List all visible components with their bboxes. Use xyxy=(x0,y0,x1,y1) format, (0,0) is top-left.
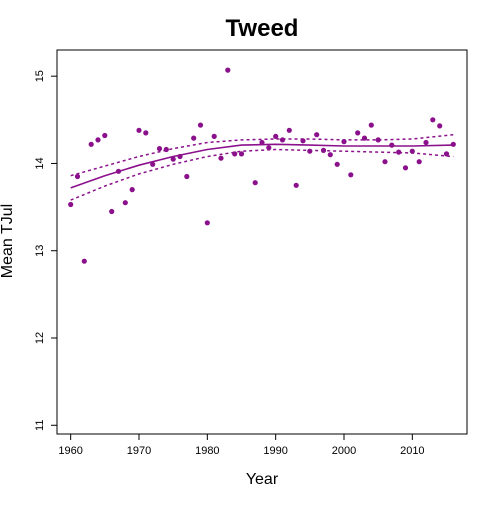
data-point xyxy=(197,122,204,128)
data-point xyxy=(81,258,87,264)
data-point xyxy=(361,135,368,141)
data-point xyxy=(314,132,320,138)
y-axis-label: Mean TJul xyxy=(0,204,16,278)
data-points xyxy=(68,67,456,264)
data-point xyxy=(170,156,176,162)
x-tick-label: 2010 xyxy=(400,445,424,457)
fit-lines xyxy=(70,133,454,201)
data-point xyxy=(74,173,81,180)
x-tick-label: 1990 xyxy=(263,445,287,457)
data-point xyxy=(402,165,409,171)
data-point xyxy=(450,141,456,147)
data-point xyxy=(389,142,395,148)
data-point xyxy=(293,182,299,188)
data-point xyxy=(409,148,415,154)
data-point xyxy=(382,159,388,165)
data-point xyxy=(95,137,101,143)
data-point xyxy=(218,155,224,161)
x-tick-label: 2000 xyxy=(332,445,356,457)
data-point xyxy=(279,137,286,143)
y-tick-label: 13 xyxy=(34,245,46,257)
data-point xyxy=(211,133,217,139)
data-point xyxy=(115,168,122,174)
data-point xyxy=(443,151,450,157)
y-tick-label: 15 xyxy=(34,70,46,82)
data-point xyxy=(122,200,128,206)
chart-title: Tweed xyxy=(226,15,299,42)
data-point xyxy=(88,141,94,147)
data-point xyxy=(334,161,340,167)
data-point xyxy=(177,153,183,160)
data-point xyxy=(252,180,258,186)
data-point xyxy=(143,130,149,136)
data-point xyxy=(259,139,265,146)
fit-line xyxy=(70,143,454,189)
data-point xyxy=(437,123,443,129)
data-point xyxy=(184,173,190,180)
x-tick-label: 1970 xyxy=(127,445,151,457)
y-tick-label: 12 xyxy=(34,332,46,344)
data-point xyxy=(129,187,135,193)
data-point xyxy=(423,139,429,146)
data-point xyxy=(430,117,436,123)
data-point xyxy=(238,151,245,157)
data-point xyxy=(320,147,327,153)
data-point xyxy=(232,151,238,157)
x-tick-label: 1980 xyxy=(195,445,219,457)
x-tick-label: 1960 xyxy=(58,445,82,457)
data-point xyxy=(225,67,231,73)
data-point xyxy=(307,148,313,154)
data-point xyxy=(355,130,361,136)
data-point xyxy=(156,146,163,152)
plot-frame xyxy=(56,49,468,435)
data-point xyxy=(150,161,156,167)
data-point xyxy=(327,152,333,158)
data-point xyxy=(368,122,374,128)
data-point xyxy=(396,149,402,155)
data-point xyxy=(375,137,381,143)
fit-lower-bound xyxy=(70,148,454,201)
data-point xyxy=(341,139,347,145)
y-tick-label: 14 xyxy=(34,157,46,169)
axes: 1960 1970 1980 1990 2000 2010 11 12 13 14 15 xyxy=(34,49,468,457)
y-tick-label: 11 xyxy=(34,420,46,431)
x-axis-label: Year xyxy=(246,471,279,488)
data-point xyxy=(68,201,74,208)
data-point xyxy=(109,208,115,215)
data-point xyxy=(163,146,169,153)
data-point xyxy=(204,220,210,226)
data-point xyxy=(300,138,306,144)
data-point xyxy=(191,135,197,141)
data-point xyxy=(348,172,354,178)
data-point xyxy=(136,127,142,133)
data-point xyxy=(273,133,279,139)
data-point xyxy=(286,127,292,133)
fit-upper-bound xyxy=(70,133,454,177)
data-point xyxy=(416,159,422,165)
data-point xyxy=(266,145,272,151)
data-point xyxy=(102,132,108,139)
